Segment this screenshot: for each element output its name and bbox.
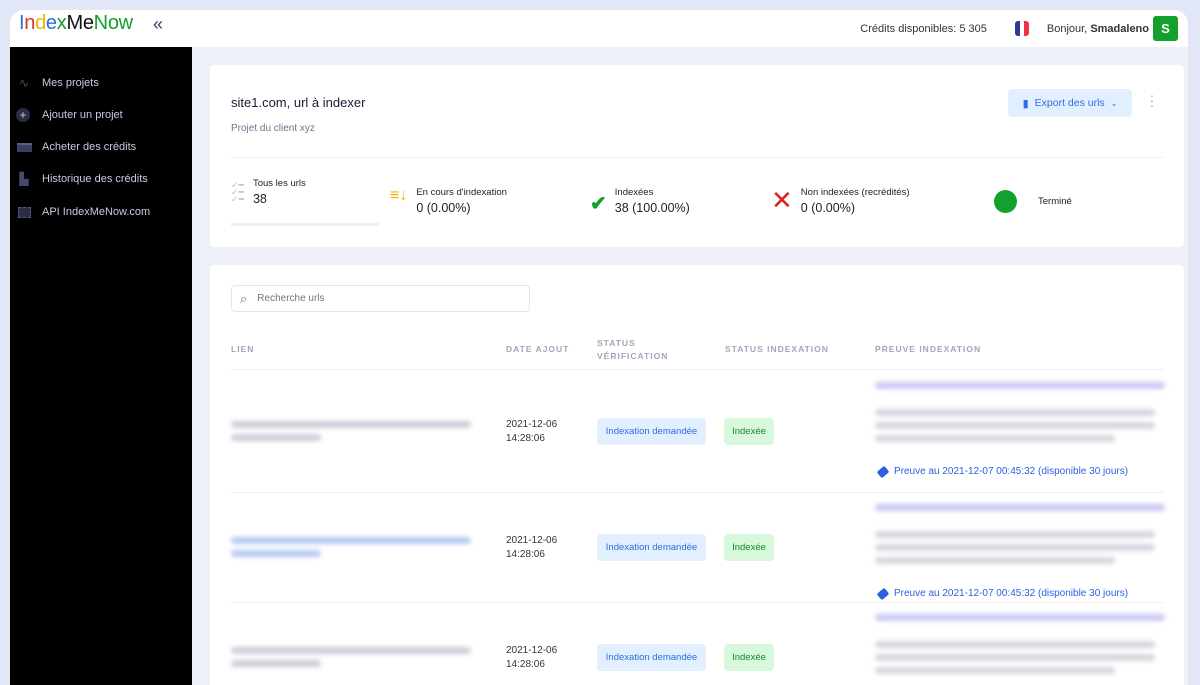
logo-letter: n: [24, 12, 36, 34]
sidebar: ∿ Mes projets + Ajouter un projet Acheter …: [10, 47, 192, 685]
export-icon: ▮: [1022, 97, 1029, 110]
cross-icon: ✕: [771, 185, 793, 215]
search-icon: ⌕: [240, 290, 248, 306]
proof-snippet-blurred: [875, 531, 1155, 538]
link-url-blurred[interactable]: [231, 537, 471, 544]
credit-card-icon: [16, 140, 32, 154]
proof-snippet-blurred: [875, 544, 1155, 551]
stat-indexed[interactable]: ✔ Indexées 38 (100.00%): [590, 187, 690, 215]
chip-icon: [16, 205, 32, 219]
logo[interactable]: IndexMeNow: [19, 12, 133, 35]
proof-snippet-blurred: [875, 435, 1115, 442]
search-urls-input[interactable]: ⌕: [231, 285, 530, 312]
date-added: 2021-12-06 14:28:06: [506, 645, 558, 670]
col-date-ajout: DATE AJOUT: [506, 344, 570, 354]
greeting: Bonjour,: [1046, 22, 1088, 35]
user-name: Smadaleno: [1090, 22, 1149, 35]
check-icon: ✔: [590, 193, 607, 215]
link-url-blurred[interactable]: [231, 660, 321, 667]
eraser-icon: [876, 465, 890, 478]
indexation-status-badge: Indexée: [724, 644, 774, 671]
collapse-sidebar-icon[interactable]: «: [153, 14, 164, 34]
urls-table-card: ⌕ LIEN DATE AJOUT STATUS VÉRIFICATION ST…: [210, 265, 1184, 685]
proof-snippet-blurred: [875, 667, 1115, 674]
project-summary-card: site1.com, url à indexer Projet du clien…: [210, 65, 1184, 247]
project-subtitle: Projet du client xyz: [231, 123, 315, 134]
header-divider: [231, 369, 1164, 370]
logo-letter: I: [19, 12, 25, 34]
chevron-down-icon: ⌄: [1110, 98, 1118, 108]
indexation-status-badge: Indexée: [724, 418, 774, 445]
logo-letter: e: [82, 12, 94, 34]
proof-title-blurred[interactable]: [875, 504, 1165, 511]
sidebar-item-historique-credits[interactable]: ▙ Historique des crédits: [16, 172, 147, 186]
date-added: 2021-12-06 14:28:06: [506, 419, 558, 444]
row-divider: [231, 492, 1164, 493]
sidebar-item-ajouter-projet[interactable]: + Ajouter un projet: [16, 108, 123, 122]
link-url-blurred[interactable]: [231, 550, 321, 557]
top-header: IndexMeNow « Crédits disponibles: 5 305 …: [10, 10, 1188, 47]
col-status-verification: STATUS VÉRIFICATION: [597, 338, 669, 361]
indexation-status-badge: Indexée: [724, 534, 774, 561]
stat-status: Terminé: [994, 190, 1072, 213]
checklist-icon: ✓━ ✓━ ✓━: [231, 180, 244, 204]
date-added: 2021-12-06 14:28:06: [506, 535, 558, 560]
proof-link[interactable]: Preuve au 2021-12-07 00:45:32 (disponibl…: [876, 465, 1128, 478]
eraser-icon: [876, 587, 890, 600]
stat-pending[interactable]: ≡↓ En cours d'indexation 0 (0.00%): [390, 187, 507, 215]
sidebar-item-acheter-credits[interactable]: Acheter des crédits: [16, 140, 136, 154]
app-window: IndexMeNow « Crédits disponibles: 5 305 …: [10, 10, 1188, 685]
logo-letter: o: [107, 12, 119, 34]
logo-letter: M: [66, 12, 83, 34]
proof-snippet-blurred: [875, 654, 1155, 661]
proof-snippet-blurred: [875, 641, 1155, 648]
proof-title-blurred[interactable]: [875, 614, 1165, 621]
col-lien: LIEN: [231, 344, 255, 354]
divider: [231, 157, 1164, 158]
search-field[interactable]: [257, 293, 508, 304]
proof-snippet-blurred: [875, 409, 1155, 416]
pulse-icon: ∿: [18, 76, 30, 90]
verification-status-badge: Indexation demandée: [597, 534, 706, 561]
proof-snippet-blurred: [875, 422, 1155, 429]
proof-title-blurred[interactable]: [875, 382, 1165, 389]
verification-status-badge: Indexation demandée: [597, 418, 706, 445]
row-divider: [231, 602, 1164, 603]
link-url-blurred[interactable]: [231, 647, 471, 654]
col-preuve-indexation: PREUVE INDEXATION: [875, 344, 982, 354]
stat-all-urls[interactable]: ✓━ ✓━ ✓━ Tous les urls 38: [231, 178, 306, 206]
export-urls-button[interactable]: ▮ Export des urls ⌄: [1008, 89, 1132, 117]
sort-down-icon: ≡↓: [390, 187, 408, 204]
stat-not-indexed[interactable]: ✕ Non indexées (recrédités) 0 (0.00%): [771, 185, 910, 215]
logo-letter: x: [56, 12, 67, 34]
avatar[interactable]: S: [1153, 16, 1178, 41]
french-flag-icon[interactable]: [1014, 21, 1029, 36]
plus-circle-icon: +: [16, 108, 30, 122]
verification-status-badge: Indexation demandée: [597, 644, 706, 671]
logo-letter: w: [118, 12, 133, 34]
progress-circle-icon: [994, 190, 1017, 213]
active-tab-indicator: [231, 223, 379, 226]
bar-chart-icon: ▙: [19, 172, 29, 186]
credits-available: Crédits disponibles: 5 305: [860, 22, 987, 35]
col-status-indexation: STATUS INDEXATION: [725, 344, 829, 354]
sidebar-item-mes-projets[interactable]: ∿ Mes projets: [16, 76, 99, 90]
link-url-blurred[interactable]: [231, 434, 321, 441]
sidebar-item-api[interactable]: API IndexMeNow.com: [16, 205, 150, 219]
logo-letter: d: [35, 12, 46, 34]
logo-letter: N: [93, 12, 108, 34]
proof-snippet-blurred: [875, 557, 1115, 564]
link-url-blurred[interactable]: [231, 421, 471, 428]
proof-link[interactable]: Preuve au 2021-12-07 00:45:32 (disponibl…: [876, 587, 1128, 600]
project-title: site1.com, url à indexer: [231, 95, 366, 110]
logo-letter: e: [45, 12, 57, 34]
more-options-icon[interactable]: · · ·: [1149, 87, 1155, 113]
